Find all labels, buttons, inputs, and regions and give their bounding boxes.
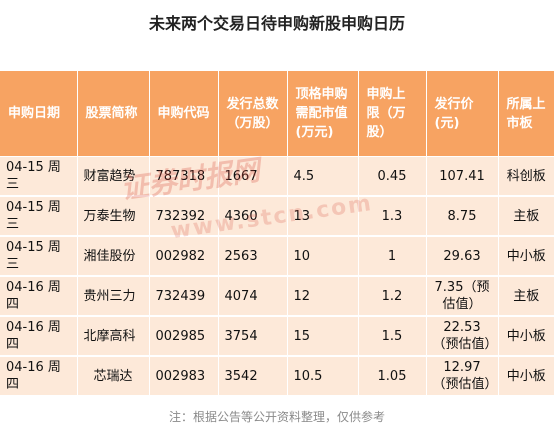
cell-board: 主板 bbox=[498, 276, 554, 317]
cell-code: 732392 bbox=[149, 196, 219, 237]
cell-limit: 1.5 bbox=[358, 316, 427, 357]
cell-code: 002982 bbox=[149, 236, 219, 277]
cell-stock-name: 贵州三力 bbox=[77, 276, 150, 317]
cell-date: 04-16 周四 bbox=[0, 276, 78, 317]
cell-stock-name: 湘佳股份 bbox=[77, 236, 150, 277]
table-row: 04-15 周三 万泰生物 732392 4360 13 1.3 8.75 主板 bbox=[0, 196, 554, 237]
cell-market-value: 15 bbox=[287, 316, 359, 357]
header-subscription-limit: 申购上限（万股） bbox=[358, 71, 427, 157]
cell-code: 002983 bbox=[149, 356, 219, 397]
cell-board: 中小板 bbox=[498, 356, 554, 397]
cell-price: 7.35（预估值） bbox=[426, 276, 499, 317]
cell-limit: 1.05 bbox=[358, 356, 427, 397]
cell-date: 04-16 周四 bbox=[0, 316, 78, 357]
header-subscription-date: 申购日期 bbox=[0, 71, 78, 157]
cell-board: 主板 bbox=[498, 196, 554, 237]
cell-total-issue: 1667 bbox=[218, 156, 288, 197]
cell-market-value: 10.5 bbox=[287, 356, 359, 397]
table-row: 04-15 周三 财富趋势 787318 1667 4.5 0.45 107.4… bbox=[0, 156, 554, 197]
cell-limit: 1.2 bbox=[358, 276, 427, 317]
cell-date: 04-15 周三 bbox=[0, 156, 78, 197]
cell-total-issue: 4360 bbox=[218, 196, 288, 237]
cell-board: 科创板 bbox=[498, 156, 554, 197]
cell-market-value: 13 bbox=[287, 196, 359, 237]
cell-stock-name: 北摩高科 bbox=[77, 316, 150, 357]
cell-limit: 1 bbox=[358, 236, 427, 277]
cell-date: 04-15 周三 bbox=[0, 196, 78, 237]
header-subscription-code: 申购代码 bbox=[149, 71, 219, 157]
footnote: 注：根据公告等公开资料整理，仅供参考 bbox=[168, 410, 385, 424]
cell-market-value: 10 bbox=[287, 236, 359, 277]
page-title: 未来两个交易日待申购新股申购日历 bbox=[148, 14, 405, 33]
ipo-calendar-table: 申购日期 股票简称 申购代码 发行总数（万股） 顶格申购需配市值(万元) 申购上… bbox=[0, 71, 554, 397]
cell-stock-name: 万泰生物 bbox=[77, 196, 150, 237]
cell-code: 732439 bbox=[149, 276, 219, 317]
cell-price: 22.53（预估值） bbox=[426, 316, 499, 357]
cell-date: 04-15 周三 bbox=[0, 236, 78, 277]
header-listing-board: 所属上市板 bbox=[498, 71, 554, 157]
cell-limit: 0.45 bbox=[358, 156, 427, 197]
cell-date: 04-16 周四 bbox=[0, 356, 78, 397]
cell-price: 8.75 bbox=[426, 196, 499, 237]
cell-stock-name: 财富趋势 bbox=[77, 156, 150, 197]
cell-board: 中小板 bbox=[498, 236, 554, 277]
header-issue-price: 发行价(元) bbox=[426, 71, 499, 157]
cell-stock-name: 芯瑞达 bbox=[77, 356, 150, 397]
header-total-issue: 发行总数（万股） bbox=[218, 71, 288, 157]
header-stock-name: 股票简称 bbox=[77, 71, 150, 157]
cell-total-issue: 3754 bbox=[218, 316, 288, 357]
cell-market-value: 4.5 bbox=[287, 156, 359, 197]
cell-code: 002985 bbox=[149, 316, 219, 357]
cell-market-value: 12 bbox=[287, 276, 359, 317]
cell-price: 29.63 bbox=[426, 236, 499, 277]
table-row: 04-16 周四 北摩高科 002985 3754 15 1.5 22.53（预… bbox=[0, 316, 554, 357]
cell-board: 中小板 bbox=[498, 316, 554, 357]
header-required-market-value: 顶格申购需配市值(万元) bbox=[287, 71, 359, 157]
cell-total-issue: 3542 bbox=[218, 356, 288, 397]
table-row: 04-16 周四 贵州三力 732439 4074 12 1.2 7.35（预估… bbox=[0, 276, 554, 317]
cell-total-issue: 2563 bbox=[218, 236, 288, 277]
cell-price: 107.41 bbox=[426, 156, 499, 197]
table-row: 04-15 周三 湘佳股份 002982 2563 10 1 29.63 中小板 bbox=[0, 236, 554, 277]
cell-total-issue: 4074 bbox=[218, 276, 288, 317]
cell-price: 12.97（预估值） bbox=[426, 356, 499, 397]
cell-code: 787318 bbox=[149, 156, 219, 197]
cell-limit: 1.3 bbox=[358, 196, 427, 237]
table-row: 04-16 周四 芯瑞达 002983 3542 10.5 1.05 12.97… bbox=[0, 356, 554, 397]
table-header-row: 申购日期 股票简称 申购代码 发行总数（万股） 顶格申购需配市值(万元) 申购上… bbox=[0, 71, 554, 157]
